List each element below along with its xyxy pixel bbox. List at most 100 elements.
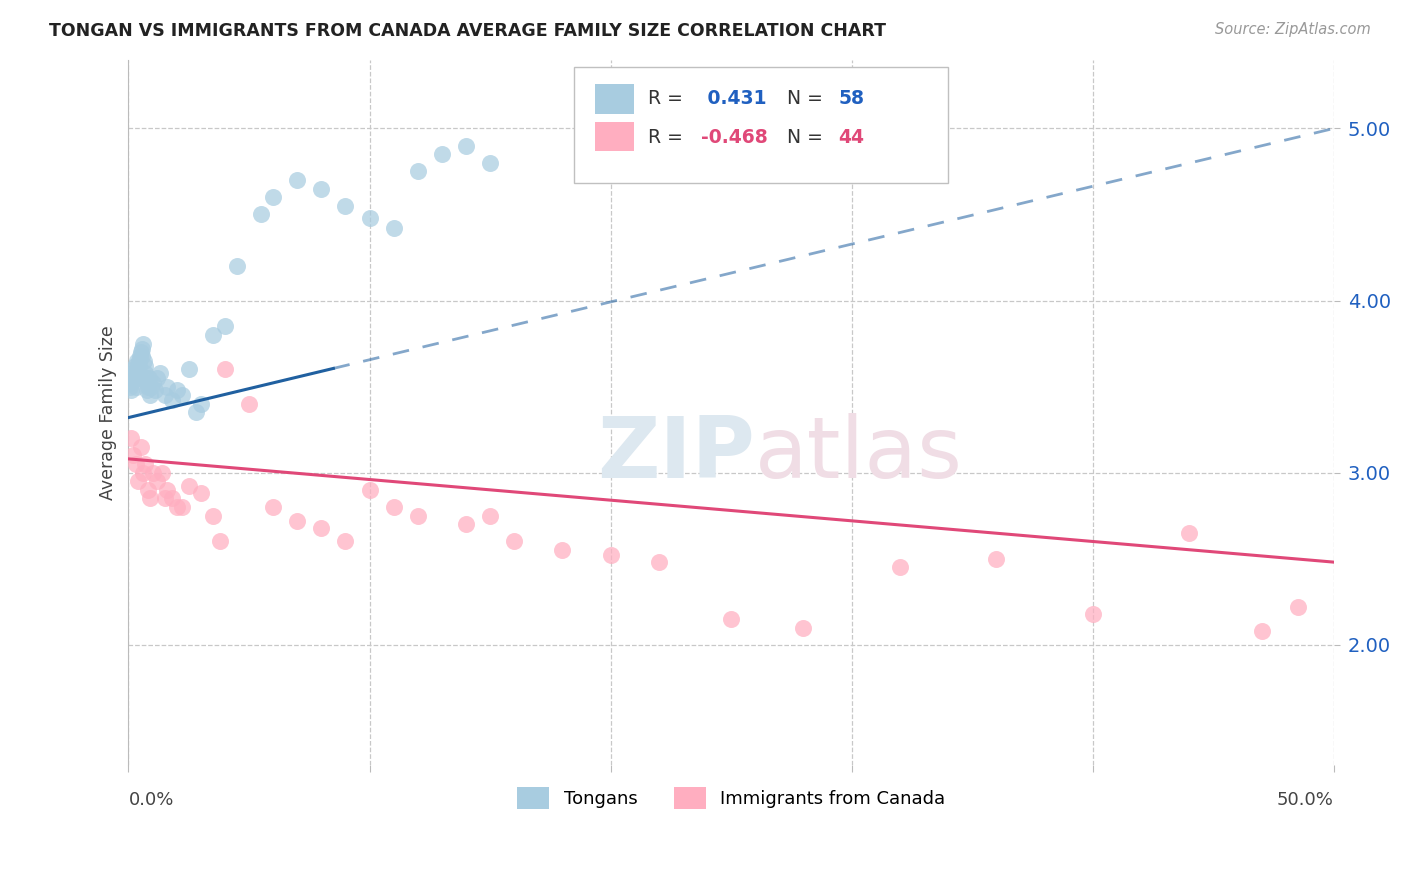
Text: -0.468: -0.468	[702, 128, 768, 146]
Point	[121, 375, 143, 389]
Text: 0.431: 0.431	[702, 89, 766, 108]
Point	[1250, 624, 1272, 638]
Point	[122, 449, 145, 463]
Text: Source: ZipAtlas.com: Source: ZipAtlas.com	[1215, 22, 1371, 37]
Point	[454, 517, 477, 532]
Point	[134, 457, 156, 471]
Point	[792, 621, 814, 635]
Point	[120, 371, 142, 385]
Point	[226, 259, 249, 273]
Point	[134, 366, 156, 380]
Point	[124, 359, 146, 373]
Point	[138, 371, 160, 385]
Point	[986, 551, 1008, 566]
Point	[335, 534, 357, 549]
Point	[125, 371, 148, 385]
Point	[720, 612, 742, 626]
Point	[359, 483, 381, 497]
Point	[129, 349, 152, 363]
Point	[131, 349, 153, 363]
Point	[250, 207, 273, 221]
FancyBboxPatch shape	[595, 121, 634, 152]
Point	[166, 500, 188, 514]
Point	[127, 366, 149, 380]
Point	[156, 483, 179, 497]
Point	[201, 508, 224, 523]
Text: ZIP: ZIP	[598, 413, 755, 496]
Point	[120, 383, 142, 397]
Point	[503, 534, 526, 549]
Point	[479, 508, 502, 523]
Point	[134, 353, 156, 368]
Point	[430, 147, 453, 161]
FancyBboxPatch shape	[575, 67, 948, 183]
Point	[141, 379, 163, 393]
Point	[209, 534, 232, 549]
Point	[131, 342, 153, 356]
Point	[128, 353, 150, 368]
Point	[132, 336, 155, 351]
Point	[335, 199, 357, 213]
Point	[214, 319, 236, 334]
Point	[132, 466, 155, 480]
Text: R =: R =	[648, 128, 689, 146]
Point	[127, 475, 149, 489]
FancyBboxPatch shape	[595, 85, 634, 114]
Point	[406, 508, 429, 523]
Point	[136, 383, 159, 397]
Point	[382, 500, 405, 514]
Point	[134, 359, 156, 373]
Point	[139, 388, 162, 402]
Text: 44: 44	[838, 128, 865, 146]
Point	[122, 373, 145, 387]
Point	[143, 383, 166, 397]
Text: N =: N =	[786, 89, 828, 108]
Point	[122, 366, 145, 380]
Point	[156, 379, 179, 393]
Point	[120, 431, 142, 445]
Point	[551, 543, 574, 558]
Legend: Tongans, Immigrants from Canada: Tongans, Immigrants from Canada	[509, 780, 953, 816]
Point	[125, 379, 148, 393]
Point	[153, 388, 176, 402]
Point	[129, 440, 152, 454]
Text: R =: R =	[648, 89, 689, 108]
Point	[262, 500, 284, 514]
Point	[160, 393, 183, 408]
Point	[177, 362, 200, 376]
Point	[1081, 607, 1104, 621]
Point	[136, 379, 159, 393]
Point	[129, 345, 152, 359]
Point	[139, 491, 162, 506]
Point	[142, 376, 165, 391]
Text: 0.0%: 0.0%	[128, 791, 174, 809]
Text: N =: N =	[786, 128, 828, 146]
Point	[160, 491, 183, 506]
Point	[184, 405, 207, 419]
Point	[125, 457, 148, 471]
Point	[190, 397, 212, 411]
Point	[262, 190, 284, 204]
Point	[177, 479, 200, 493]
Point	[359, 211, 381, 225]
Point	[170, 500, 193, 514]
Text: 50.0%: 50.0%	[1277, 791, 1334, 809]
Point	[1286, 599, 1309, 614]
Point	[135, 376, 157, 391]
Point	[170, 388, 193, 402]
Point	[1178, 525, 1201, 540]
Point	[382, 221, 405, 235]
Point	[142, 466, 165, 480]
Point	[889, 560, 911, 574]
Point	[285, 173, 308, 187]
Point	[127, 362, 149, 376]
Point	[599, 548, 621, 562]
Point	[120, 376, 142, 391]
Point	[125, 353, 148, 368]
Text: TONGAN VS IMMIGRANTS FROM CANADA AVERAGE FAMILY SIZE CORRELATION CHART: TONGAN VS IMMIGRANTS FROM CANADA AVERAGE…	[49, 22, 886, 40]
Point	[201, 328, 224, 343]
Text: 58: 58	[838, 89, 865, 108]
Point	[648, 555, 671, 569]
Point	[146, 371, 169, 385]
Point	[479, 156, 502, 170]
